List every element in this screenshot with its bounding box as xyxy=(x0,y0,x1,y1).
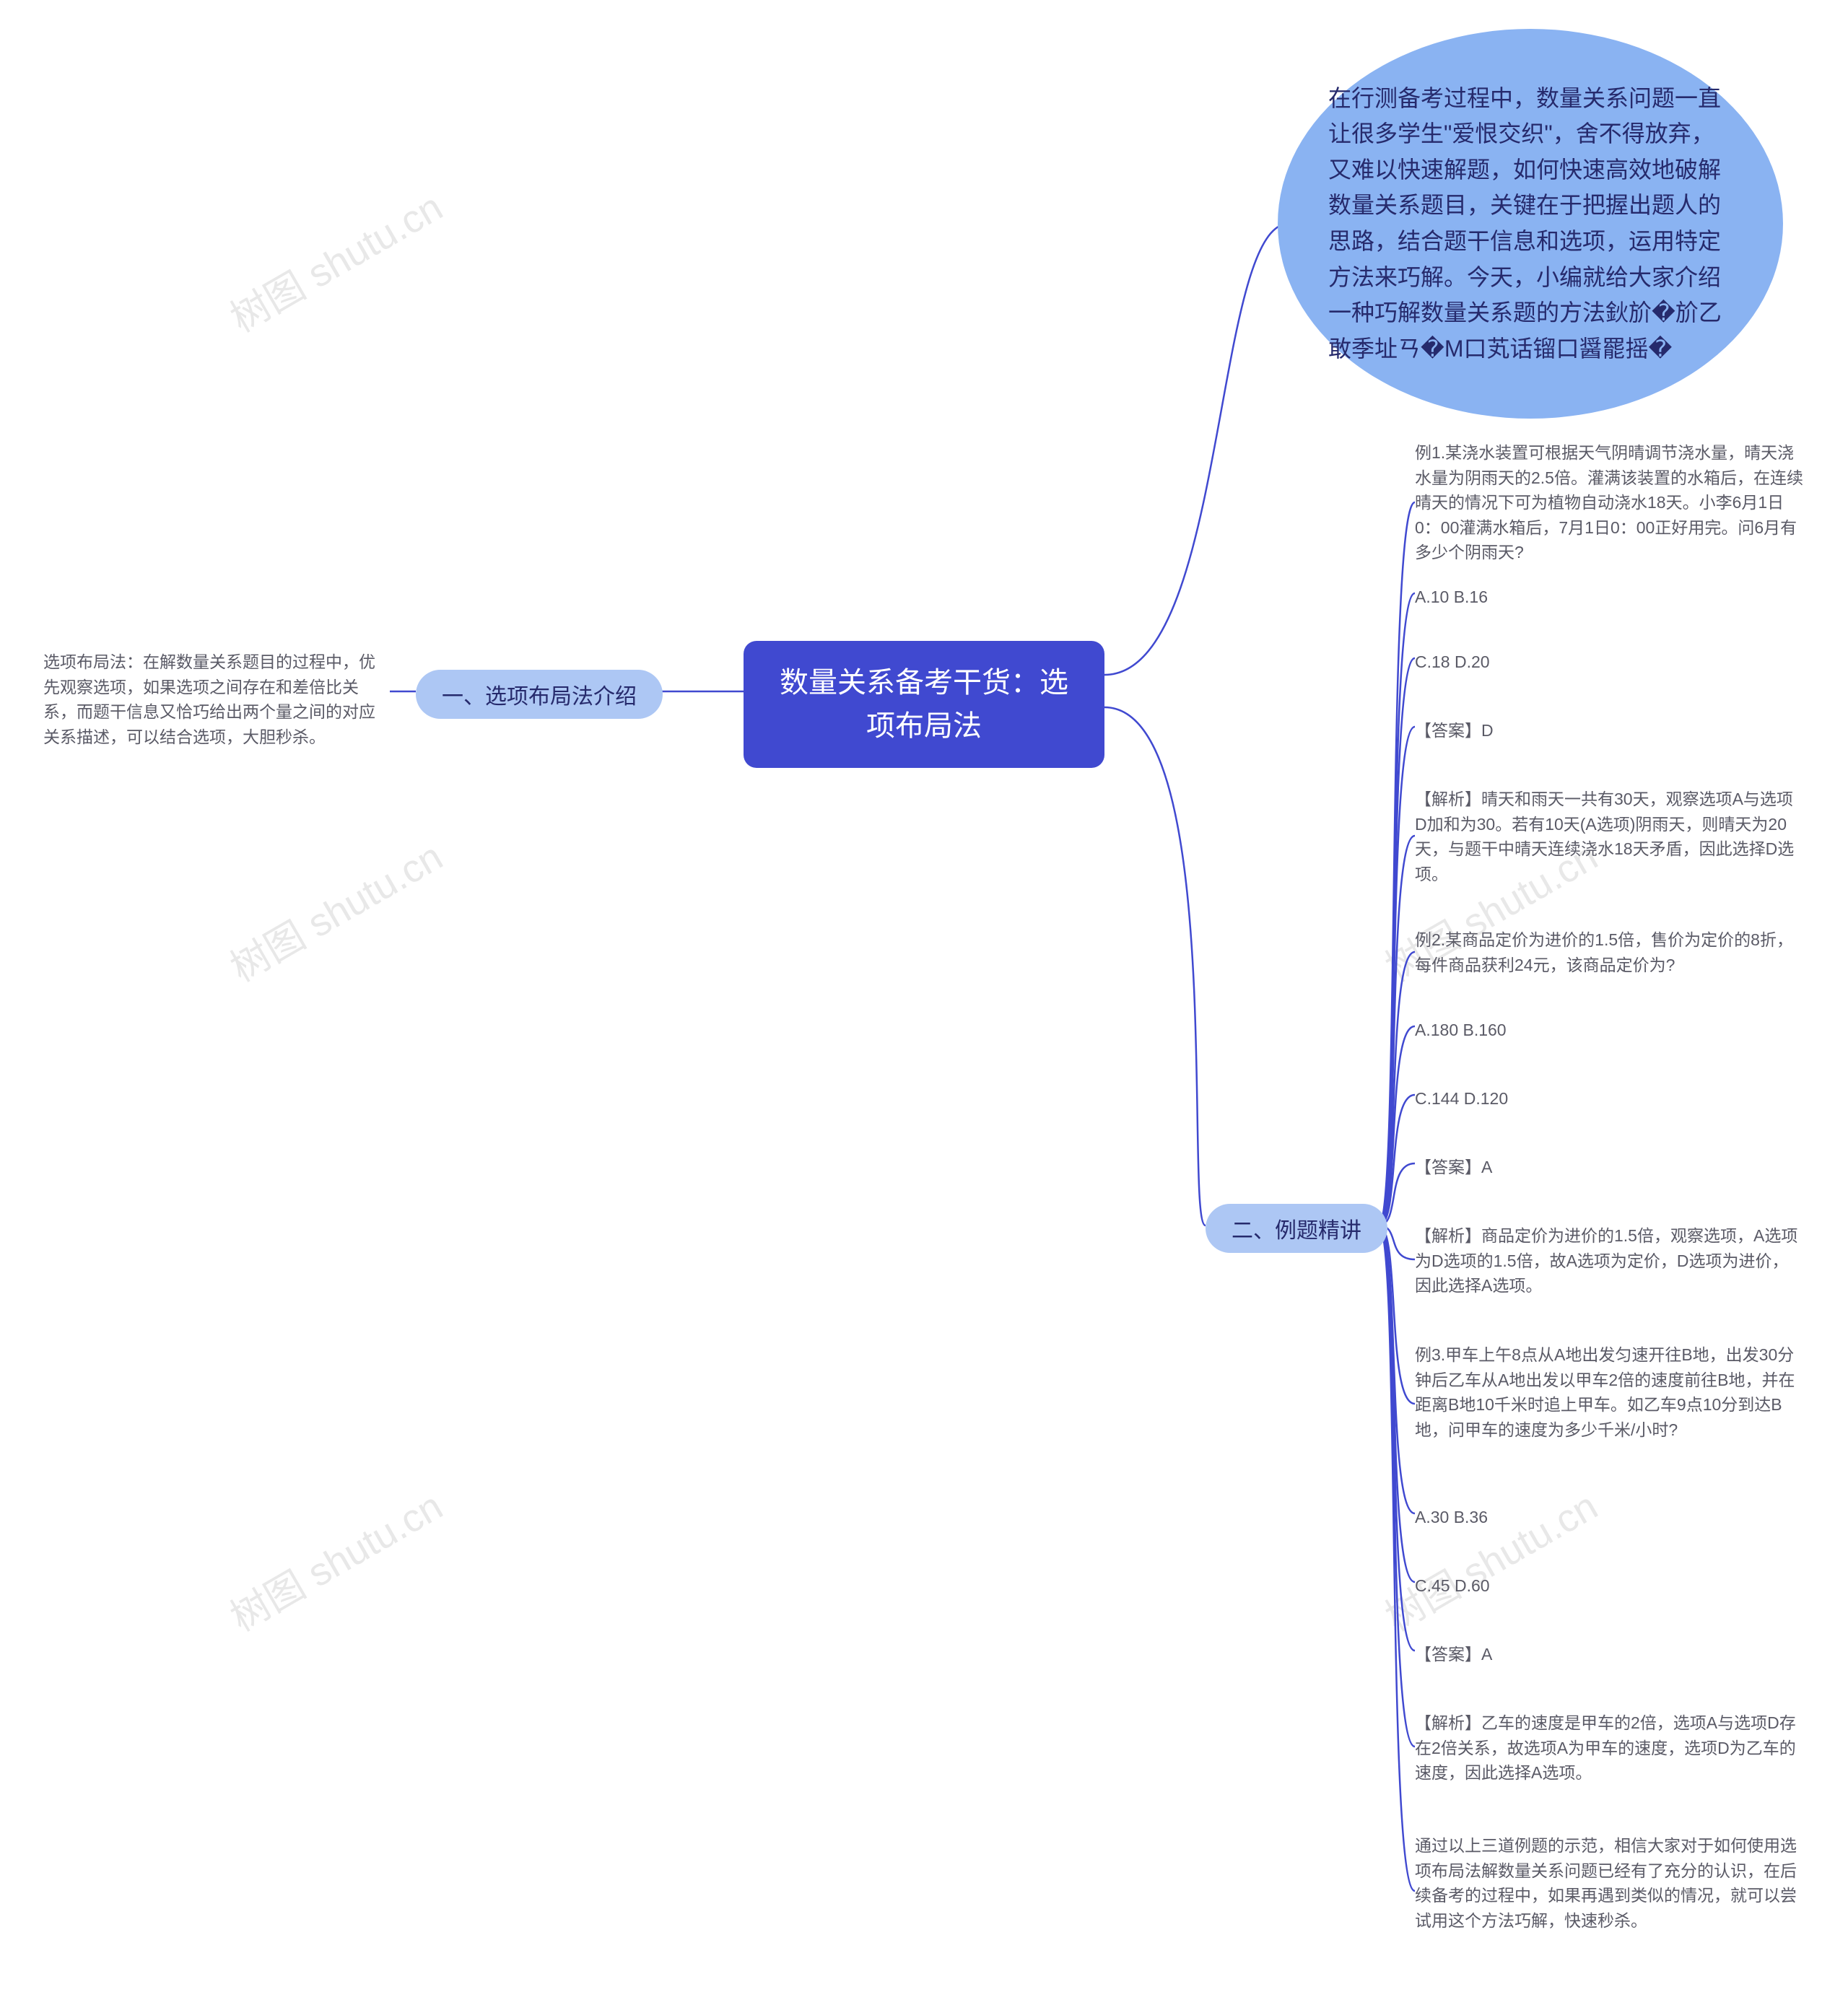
example-leaf: C.144 D.120 xyxy=(1415,1086,1805,1111)
section2-label: 二、例题精讲 xyxy=(1232,1212,1361,1244)
section1-node[interactable]: 一、选项布局法介绍 xyxy=(416,670,663,719)
example-leaf: 【解析】晴天和雨天一共有30天，观察选项A与选项D加和为30。若有10天(A选项… xyxy=(1415,787,1805,886)
example-leaf: C.18 D.20 xyxy=(1415,650,1805,675)
root-node[interactable]: 数量关系备考干货：选项布局法 xyxy=(744,641,1104,768)
example-leaf: 【解析】商品定价为进价的1.5倍，观察选项，A选项为D选项的1.5倍，故A选项为… xyxy=(1415,1223,1805,1298)
section2-node[interactable]: 二、例题精讲 xyxy=(1206,1204,1387,1253)
root-label: 数量关系备考干货：选项布局法 xyxy=(772,661,1076,748)
example-leaf: 通过以上三道例题的示范，相信大家对于如何使用选项布局法解数量关系问题已经有了充分… xyxy=(1415,1833,1805,1933)
watermark: 树图 shutu.cn xyxy=(1373,1475,1606,1643)
example-leaf: 【答案】A xyxy=(1415,1642,1805,1667)
intro-text: 在行测备考过程中，数量关系问题一直让很多学生"爱恨交织"，舍不得放弃，又难以快速… xyxy=(1328,81,1732,367)
example-leaf: 例2.某商品定价为进价的1.5倍，售价为定价的8折，每件商品获利24元，该商品定… xyxy=(1415,927,1805,977)
watermark: 树图 shutu.cn xyxy=(218,826,451,993)
example-leaf: 【答案】A xyxy=(1415,1155,1805,1180)
example-leaf: 【答案】D xyxy=(1415,718,1805,743)
example-leaf: A.10 B.16 xyxy=(1415,585,1805,610)
example-leaf: C.45 D.60 xyxy=(1415,1573,1805,1599)
watermark: 树图 shutu.cn xyxy=(218,1475,451,1643)
example-leaf: A.30 B.36 xyxy=(1415,1505,1805,1530)
intro-bubble[interactable]: 在行测备考过程中，数量关系问题一直让很多学生"爱恨交织"，舍不得放弃，又难以快速… xyxy=(1278,29,1783,419)
example-leaf: 例3.甲车上午8点从A地出发匀速开往B地，出发30分钟后乙车从A地出发以甲车2倍… xyxy=(1415,1342,1805,1442)
example-leaf: 【解析】乙车的速度是甲车的2倍，选项A与选项D存在2倍关系，故选项A为甲车的速度… xyxy=(1415,1710,1805,1786)
section1-label: 一、选项布局法介绍 xyxy=(442,678,637,710)
example-leaf: A.180 B.160 xyxy=(1415,1018,1805,1043)
watermark: 树图 shutu.cn xyxy=(218,176,451,344)
example-leaf: 例1.某浇水装置可根据天气阴晴调节浇水量，晴天浇水量为阴雨天的2.5倍。灌满该装… xyxy=(1415,440,1805,565)
section1-leaf: 选项布局法：在解数量关系题目的过程中，优先观察选项，如果选项之间存在和差倍比关系… xyxy=(43,650,390,749)
